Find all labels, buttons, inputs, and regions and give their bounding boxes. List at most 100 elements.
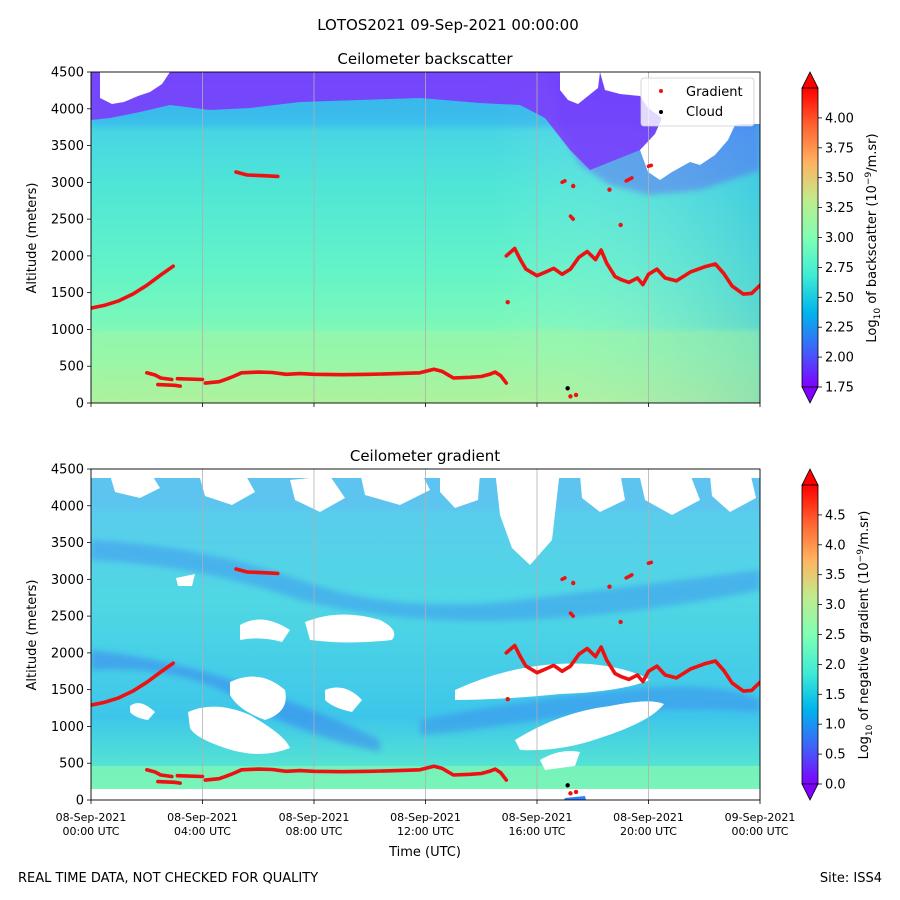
colorbar-tick-label: 3.75: [825, 141, 854, 156]
y-tick-label: 2000: [51, 646, 84, 661]
x-tick-label-date: 08-Sep-2021: [502, 811, 573, 824]
backscatter-legend: Gradient Cloud: [640, 77, 755, 127]
cloud-point: [565, 783, 570, 788]
colorbar-tick-label: 2.75: [825, 261, 854, 276]
backscatter-colorbar-extend-min: [801, 386, 819, 404]
x-tick-label-time: 00:00 UTC: [731, 825, 788, 838]
colorbar-tick-label: 2.5: [825, 628, 846, 643]
gradient-layer-line: [504, 643, 760, 693]
gradient-layer-line: [234, 567, 280, 576]
colorbar-tick-label: 0.5: [825, 748, 846, 763]
backscatter-colorbar-ticks: 1.75 2.00 2.25 2.50 2.75 3.00 3.25 3.50 3.75 4.00: [818, 111, 854, 396]
gradient-xlabel: Time (UTC): [388, 845, 461, 860]
gradient-point: [618, 222, 623, 228]
gradient-colorbar: 0.0 0.5 1.0 1.5 2.0 2.5 3.0 3.5 4.0 4.5 Log10 of …: [801, 468, 875, 801]
colorbar-tick-label: 2.25: [825, 321, 854, 336]
gradient-layer-line: [504, 246, 760, 296]
gradient-layer-line: [175, 376, 205, 382]
gradient-y-axis: 0 500 1000 1500 2000 2500 3000 3500 4000 4500: [51, 463, 91, 809]
gradient-point: [573, 789, 579, 795]
colorbar-tick-label: 2.50: [825, 291, 854, 306]
colorbar-tick-label: 4.0: [825, 538, 846, 553]
gradient-missing-data: [91, 469, 760, 770]
gradient-point: [607, 187, 612, 192]
y-tick-label: 2500: [51, 610, 84, 625]
y-tick-label: 2500: [51, 213, 84, 228]
gradient-panel: Ceilometer gradient: [25, 447, 875, 860]
x-tick-label-date: 08-Sep-2021: [56, 811, 127, 824]
colorbar-tick-label: 1.5: [825, 688, 846, 703]
gradient-point: [505, 300, 510, 305]
gradient-layer-line: [568, 611, 576, 618]
backscatter-grid: [202, 72, 649, 403]
backscatter-panel: Ceilometer backscatter: [25, 50, 883, 412]
legend-cloud-marker: [659, 110, 663, 114]
y-tick-label: 4500: [51, 66, 84, 81]
colorbar-tick-label: 1.0: [825, 718, 846, 733]
y-tick-label: 4500: [51, 463, 84, 478]
colorbar-tick-label: 1.75: [825, 381, 854, 396]
colorbar-tick-label: 4.5: [825, 508, 846, 523]
backscatter-markers: [91, 163, 760, 399]
gradient-colorbar-label: Log10 of negative gradient (10−9/m.sr): [856, 511, 875, 760]
colorbar-tick-label: 2.0: [825, 658, 846, 673]
y-tick-label: 2000: [51, 249, 84, 264]
gradient-layer-line: [624, 176, 634, 183]
y-tick-label: 4000: [51, 499, 84, 514]
backscatter-colorbar: 1.75 2.00 2.25 2.50 2.75 3.00 3.25 3.50 3.75 4.00…: [801, 71, 883, 404]
x-tick-label-time: 20:00 UTC: [620, 825, 677, 838]
backscatter-colorbar-body: [801, 87, 819, 388]
x-tick-label-date: 09-Sep-2021: [725, 811, 796, 824]
gradient-colorbar-extend-min: [801, 783, 819, 801]
legend-gradient-marker: [659, 89, 663, 93]
x-tick-label-time: 12:00 UTC: [397, 825, 454, 838]
gradient-layer-line: [234, 170, 280, 179]
gradient-layer-line: [568, 214, 576, 221]
legend-cloud-label: Cloud: [686, 105, 723, 120]
footer-site: Site: ISS4: [820, 871, 882, 886]
x-tick-label-time: 08:00 UTC: [285, 825, 342, 838]
gradient-layer-line: [624, 573, 634, 580]
gradient-colorbar-extend-max: [801, 468, 819, 486]
gradient-colorbar-ticks: 0.0 0.5 1.0 1.5 2.0 2.5 3.0 3.5 4.0 4.5: [818, 508, 846, 793]
gradient-point: [573, 392, 579, 398]
gradient-markers: [91, 560, 760, 796]
backscatter-colorbar-extend-max: [801, 71, 819, 89]
colorbar-tick-label: 4.00: [825, 111, 854, 126]
colorbar-tick-label: 3.0: [825, 598, 846, 613]
y-tick-label: 1000: [51, 720, 84, 735]
gradient-point: [618, 619, 623, 625]
gradient-layer-line: [560, 179, 567, 185]
gradient-point: [607, 584, 612, 589]
gradient-layer-line: [646, 560, 654, 566]
gradient-layer-line: [156, 382, 182, 388]
y-tick-label: 0: [76, 397, 84, 412]
x-tick-label-date: 08-Sep-2021: [167, 811, 238, 824]
x-tick-label-time: 16:00 UTC: [508, 825, 565, 838]
backscatter-colorbar-label: Log10 of backscatter (10−9/m.sr): [864, 133, 883, 342]
backscatter-x-axis: [90, 403, 761, 407]
backscatter-title: Ceilometer backscatter: [337, 50, 513, 68]
y-tick-label: 1500: [51, 683, 84, 698]
gradient-layer-line: [91, 264, 175, 310]
y-tick-label: 500: [59, 360, 84, 375]
gradient-grid: [202, 469, 649, 800]
gradient-layer-line: [203, 367, 509, 385]
backscatter-ylabel: Altitude (meters): [25, 183, 40, 294]
gradient-layer-line: [560, 576, 567, 582]
figure-title: LOTOS2021 09-Sep-2021 00:00:00: [317, 16, 579, 34]
colorbar-tick-label: 3.25: [825, 201, 854, 216]
colorbar-tick-label: 3.50: [825, 171, 854, 186]
gradient-point: [571, 580, 576, 586]
x-tick-label-time: 00:00 UTC: [62, 825, 119, 838]
x-tick-label-date: 08-Sep-2021: [613, 811, 684, 824]
backscatter-y-axis: 0 500 1000 1500 2000 2500 3000 3500 4000 4500: [51, 66, 91, 412]
gradient-point: [568, 394, 573, 399]
y-tick-label: 3000: [51, 176, 84, 191]
x-tick-label-date: 08-Sep-2021: [390, 811, 461, 824]
y-tick-label: 4000: [51, 102, 84, 117]
gradient-colorbar-body: [801, 484, 819, 785]
colorbar-tick-label: 0.0: [825, 778, 846, 793]
